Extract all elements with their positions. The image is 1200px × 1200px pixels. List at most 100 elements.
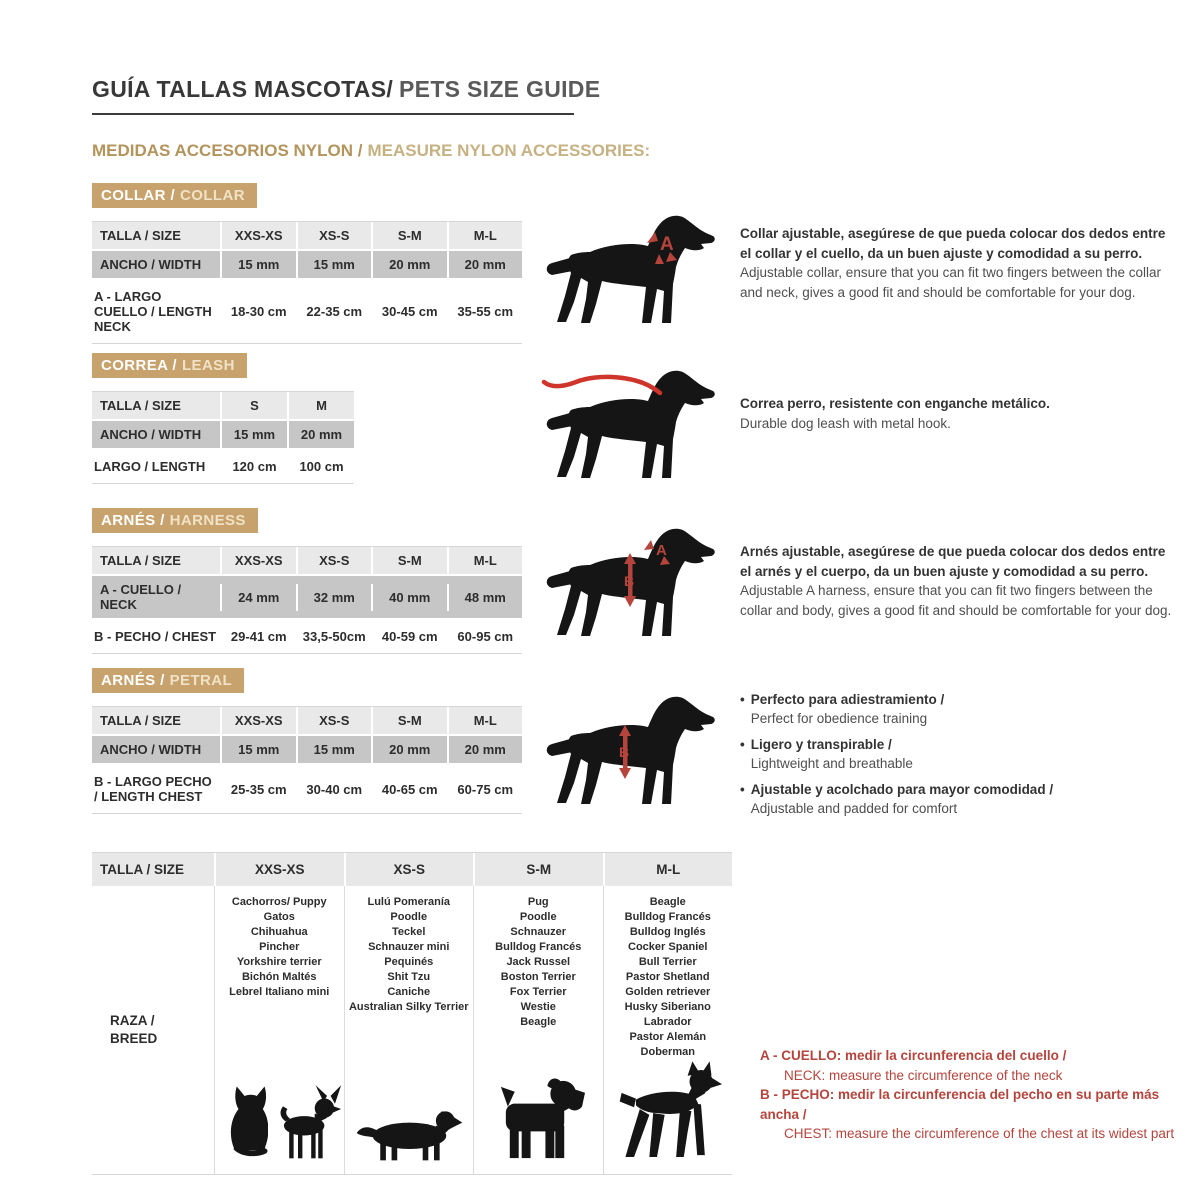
breed-table: TALLA / SIZE XXS-XS XS-S S-M M-L RAZA / … — [92, 852, 732, 1175]
breed-item: Caniche — [387, 986, 431, 998]
table-value-cell: 40-59 cm — [371, 620, 447, 653]
leash-band-en: LEASH — [181, 357, 235, 374]
breed-item: Pug — [527, 896, 549, 908]
table-row-label: A - LARGO CUELLO / LENGTH NECK — [94, 289, 212, 334]
breed-item: Golden retriever — [625, 986, 711, 998]
petral-dog-illustration: B — [546, 696, 715, 804]
breed-item: Poodle — [519, 911, 557, 923]
breed-header-m-l: M-L — [602, 853, 733, 886]
table-header-size: M — [287, 392, 354, 419]
table-value-cell: 29-41 cm — [220, 620, 296, 653]
breed-list-m-l: Beagle Bulldog Francés Bulldog Inglés Cocke… — [604, 895, 733, 1060]
table-header-size: M-L — [446, 222, 523, 249]
breed-table-body: RAZA / BREED Cachorros/ Puppy Gatos Chihua… — [92, 886, 732, 1175]
collar-dog-illustration: A — [546, 215, 715, 323]
table-row-label: ANCHO / WIDTH — [100, 742, 202, 757]
silhouettes-s-m — [474, 1060, 603, 1174]
breed-header-s-m: S-M — [473, 853, 603, 886]
collar-description-en: Adjustable collar, ensure that you can f… — [740, 265, 1161, 300]
petral-bullet-2-en: Lightweight and breathable — [750, 756, 913, 771]
svg-text:B: B — [619, 744, 629, 760]
breed-col-xs-s: Lulú Pomeranía Poodle Teckel Schnauzer mini… — [343, 886, 474, 1174]
doberman-silhouette-icon — [619, 1061, 722, 1157]
table-header-size: XS-S — [295, 547, 372, 574]
petral-band-en: PETRAL — [169, 672, 233, 689]
breed-item: Yorkshire terrier — [236, 956, 322, 968]
page-title-es: GUÍA TALLAS MASCOTAS/ — [92, 76, 394, 102]
table-value-cell: 18-30 cm — [220, 295, 296, 328]
breed-col-s-m: Pug Poodle Schnauzer Bulldog Francés Jack Ru… — [473, 886, 603, 1174]
breed-item: Cachorros/ Puppy — [231, 896, 327, 908]
table-header-label: TALLA / SIZE — [100, 713, 181, 728]
table-value-cell: 30-40 cm — [295, 772, 372, 806]
breed-item: Jack Russel — [506, 956, 571, 968]
bullet-dot: • — [740, 782, 745, 797]
breed-item: Pincher — [259, 941, 300, 953]
bullet-dot: • — [740, 737, 745, 752]
table-row: ANCHO / WIDTH 15 mm 20 mm — [92, 419, 354, 448]
table-value-cell: 40 mm — [371, 583, 447, 611]
breed-header-xs-s: XS-S — [343, 853, 474, 886]
breed-item: Pastor Alemán — [629, 1031, 707, 1043]
svg-text:B: B — [624, 573, 634, 589]
breed-item: Beagle — [649, 896, 686, 908]
silhouettes-m-l — [604, 1060, 733, 1174]
breed-item: Shit Tzu — [387, 971, 431, 983]
table-header-size: M-L — [446, 707, 523, 734]
footnote-a-es: A - CUELLO: medir la circunferencia del … — [760, 1048, 1067, 1063]
table-row: LARGO / LENGTH 120 cm 100 cm — [92, 448, 354, 483]
table-value-cell: 20 mm — [287, 421, 354, 448]
subtitle-es: MEDIDAS ACCESORIOS NYLON / — [92, 141, 363, 160]
breed-item: Beagle — [520, 1016, 557, 1028]
leash-description: Correa perro, resistente con enganche me… — [740, 394, 1178, 433]
breed-row-label: RAZA / BREED — [110, 1013, 158, 1046]
leash-size-table: TALLA / SIZE S M ANCHO / WIDTH 15 mm 20 mm LAR… — [92, 391, 354, 484]
table-header-size: S-M — [371, 222, 447, 249]
chest-measure-marker-b: B — [619, 725, 631, 779]
table-row-label: A - CUELLO / NECK — [100, 582, 182, 612]
table-value-cell: 20 mm — [371, 251, 447, 278]
nylon-accessories-subtitle: MEDIDAS ACCESORIOS NYLON / MEASURE NYLON … — [92, 141, 650, 161]
harness-section-header: ARNÉS / HARNESS — [92, 508, 258, 533]
harness-measure-markers: A B — [624, 540, 670, 607]
petral-band-es: ARNÉS / — [101, 672, 165, 689]
leash-band-es: CORREA / — [101, 357, 177, 374]
table-header-size: XXS-XS — [220, 222, 296, 249]
harness-dog-illustration: A B — [546, 528, 715, 636]
table-header-row: TALLA / SIZE XXS-XS XS-S S-M M-L — [92, 546, 522, 574]
table-header-label: TALLA / SIZE — [100, 398, 181, 413]
leash-dog-illustration — [541, 370, 715, 478]
cat-silhouette-icon — [231, 1086, 269, 1157]
leash-description-es: Correa perro, resistente con enganche me… — [740, 396, 1050, 411]
collar-band-es: COLLAR / — [101, 187, 176, 204]
harness-description: Arnés ajustable, asegúrese de que pueda … — [740, 542, 1178, 620]
table-value-cell: 30-45 cm — [371, 295, 447, 328]
collar-description-es: Collar ajustable, asegúrese de que pueda… — [740, 226, 1166, 261]
breed-item: Labrador — [643, 1016, 692, 1028]
breed-item: Schnauzer mini — [368, 941, 450, 953]
silhouettes-xs-s — [345, 1060, 474, 1174]
harness-band-es: ARNÉS / — [101, 512, 165, 529]
dachshund-silhouette-icon — [356, 1111, 463, 1161]
collar-band-en: COLLAR — [180, 187, 245, 204]
breed-item: Bulldog Francés — [624, 911, 711, 923]
subtitle-en: MEASURE NYLON ACCESSORIES: — [367, 141, 651, 160]
footnote-a-en: NECK: measure the circumference of the n… — [784, 1067, 1063, 1083]
breed-list-xxs-xs: Cachorros/ Puppy Gatos Chihuahua Pincher Yor… — [215, 895, 344, 1000]
breed-header-xxs-xs: XXS-XS — [214, 853, 344, 886]
breed-item: Pastor Shetland — [625, 971, 710, 983]
table-value-cell: 100 cm — [287, 450, 354, 483]
breed-item: Cocker Spaniel — [628, 941, 708, 953]
table-row: A - CUELLO / NECK 24 mm 32 mm 40 mm 48 mm — [92, 574, 522, 618]
petral-size-table: TALLA / SIZE XXS-XS XS-S S-M M-L ANCHO / WIDT… — [92, 706, 522, 814]
table-row-label: LARGO / LENGTH — [94, 459, 206, 474]
petral-bullet-3-en: Adjustable and padded for comfort — [750, 801, 958, 816]
petral-bullet-2: • Ligero y transpirable / Lightweight an… — [740, 735, 1178, 773]
table-header-label: TALLA / SIZE — [100, 553, 181, 568]
breed-item: Bull Terrier — [638, 956, 697, 968]
neck-measure-marker-a: A — [647, 232, 677, 264]
chihuahua-silhouette-icon — [280, 1085, 342, 1159]
table-header-size: XXS-XS — [220, 547, 296, 574]
table-value-cell: 60-75 cm — [446, 772, 523, 806]
table-row: ANCHO / WIDTH 15 mm 15 mm 20 mm 20 mm — [92, 734, 522, 763]
